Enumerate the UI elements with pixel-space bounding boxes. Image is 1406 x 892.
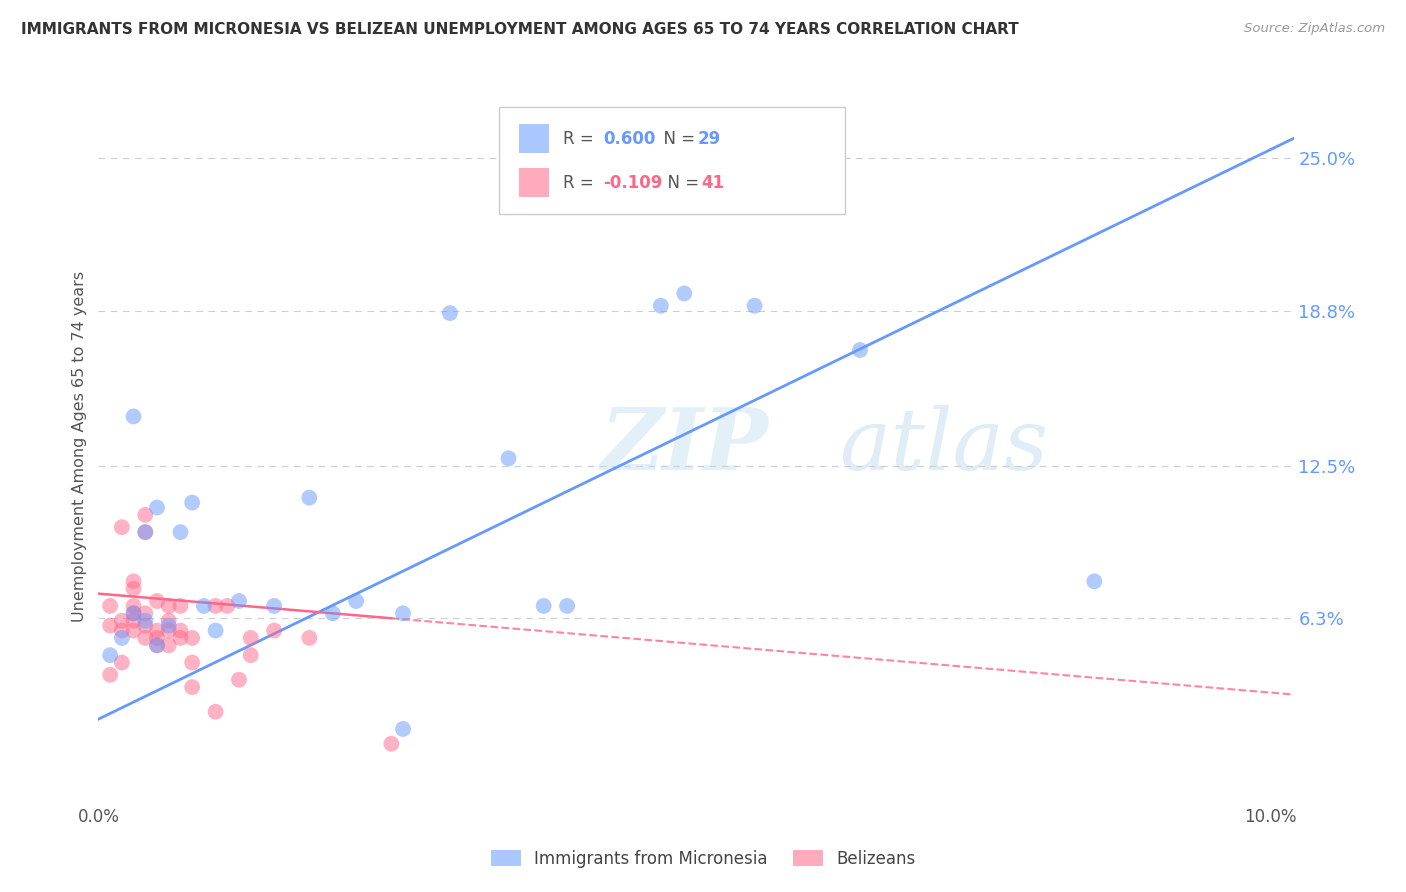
Point [122,624,145,638]
Point [673,286,696,301]
Point [239,648,262,662]
Point [111,614,134,628]
Point [169,525,191,540]
Point [157,618,180,632]
Point [181,631,204,645]
Point [849,343,872,357]
Point [111,520,134,534]
Point [439,306,461,320]
Point [122,614,145,628]
Point [111,631,134,645]
Point [181,656,204,670]
Point [263,624,285,638]
Point [157,614,180,628]
Point [157,599,180,613]
Text: N =: N = [657,174,704,192]
Point [322,607,344,621]
Point [181,495,204,509]
Text: atlas: atlas [839,405,1049,487]
Point [181,680,204,694]
Point [228,673,250,687]
Point [239,631,262,645]
Point [650,299,672,313]
Text: 29: 29 [697,129,720,147]
Point [146,500,169,515]
Point [204,624,226,638]
FancyBboxPatch shape [519,124,548,153]
Y-axis label: Unemployment Among Ages 65 to 74 years: Unemployment Among Ages 65 to 74 years [72,270,87,622]
Point [134,614,156,628]
Point [122,582,145,596]
Point [498,451,520,466]
Point [263,599,285,613]
Point [146,631,169,645]
Point [157,624,180,638]
Point [122,574,145,589]
Point [146,638,169,652]
Legend: Immigrants from Micronesia, Belizeans: Immigrants from Micronesia, Belizeans [484,844,922,875]
FancyBboxPatch shape [519,169,548,197]
Point [134,631,156,645]
Text: R =: R = [564,174,599,192]
Point [1083,574,1105,589]
Point [392,607,415,621]
Text: 41: 41 [700,174,724,192]
Text: ZIP: ZIP [600,404,768,488]
Point [146,624,169,638]
Point [298,631,321,645]
Point [204,705,226,719]
Point [98,618,121,632]
Point [122,607,145,621]
Point [98,599,121,613]
Point [98,668,121,682]
Point [122,599,145,613]
Point [111,656,134,670]
Point [392,722,415,736]
Point [122,409,145,424]
Text: IMMIGRANTS FROM MICRONESIA VS BELIZEAN UNEMPLOYMENT AMONG AGES 65 TO 74 YEARS CO: IMMIGRANTS FROM MICRONESIA VS BELIZEAN U… [21,22,1019,37]
Point [228,594,250,608]
Point [134,618,156,632]
Point [157,638,180,652]
Point [111,624,134,638]
Point [122,607,145,621]
Point [533,599,555,613]
Point [134,525,156,540]
Text: N =: N = [652,129,700,147]
Point [134,607,156,621]
Point [344,594,367,608]
Point [98,648,121,662]
Point [169,631,191,645]
Point [298,491,321,505]
Point [134,508,156,522]
Point [146,594,169,608]
Point [744,299,766,313]
Point [169,599,191,613]
Point [193,599,215,613]
FancyBboxPatch shape [499,107,845,214]
Text: 0.600: 0.600 [603,129,655,147]
Text: -0.109: -0.109 [603,174,662,192]
Point [204,599,226,613]
Point [146,638,169,652]
Point [555,599,578,613]
Point [217,599,239,613]
Point [169,624,191,638]
Point [380,737,402,751]
Point [134,525,156,540]
Text: R =: R = [564,129,599,147]
Text: Source: ZipAtlas.com: Source: ZipAtlas.com [1244,22,1385,36]
